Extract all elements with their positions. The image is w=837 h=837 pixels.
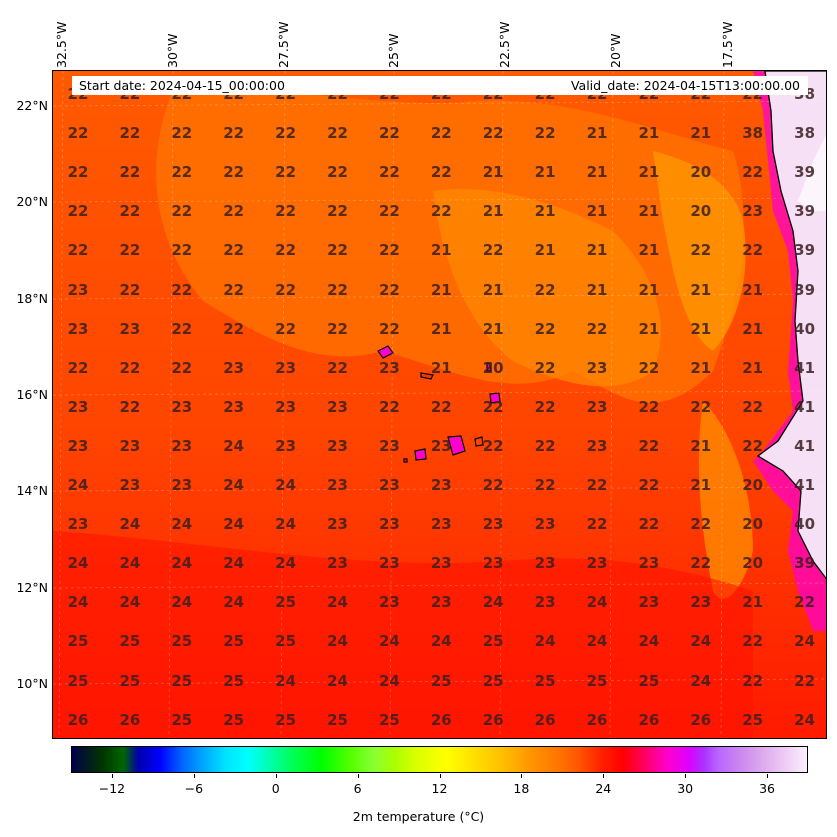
lat-label-22n: 22°N: [16, 98, 48, 113]
lat-label-14n: 14°N: [16, 483, 48, 498]
temperature-field: [53, 71, 826, 738]
colorbar: [71, 746, 808, 773]
lon-label-22-5w: 22.5°W: [497, 21, 512, 68]
cool-sea-patch-2: [433, 189, 661, 387]
colorbar-tick-label: 18: [513, 781, 530, 796]
colorbar-tick-label: −6: [184, 781, 204, 796]
lat-label-18n: 18°N: [16, 291, 48, 306]
colorbar-tick-mark: [685, 774, 687, 778]
colorbar-tick-label: −12: [98, 781, 126, 796]
cape-verde-islands: [377, 345, 501, 463]
colorbar-tick-mark: [767, 774, 769, 778]
colorbar-tick-mark: [275, 774, 277, 778]
colorbar-tick-mark: [439, 774, 441, 778]
lat-label-10n: 10°N: [16, 676, 48, 691]
colorbar-tick-mark: [521, 774, 523, 778]
lat-label-12n: 12°N: [16, 580, 48, 595]
colorbar-tick-mark: [193, 774, 195, 778]
info-bar: Start date: 2024-04-15_00:00:00 Valid_da…: [72, 76, 808, 95]
valid-date-label: Valid_date: 2024-04-15T13:00:00.00: [570, 78, 800, 93]
lon-label-32-5w: 32.5°W: [54, 21, 69, 68]
colorbar-tick-label: 12: [431, 781, 448, 796]
colorbar-tick-label: 36: [759, 781, 775, 796]
lon-label-30w: 30°W: [165, 33, 180, 68]
colorbar-tick-mark: [603, 774, 605, 778]
colorbar-title: 2m temperature (°C): [352, 809, 485, 824]
lat-label-16n: 16°N: [16, 387, 48, 402]
upwelling-patch: [653, 151, 746, 351]
lon-label-17-5w: 17.5°W: [720, 21, 735, 68]
colorbar-tick-label: 0: [271, 781, 280, 796]
lat-label-20n: 20°N: [16, 194, 48, 209]
lon-label-27-5w: 27.5°W: [276, 21, 291, 68]
colorbar-tick-mark: [111, 774, 113, 778]
colorbar-tick-label: 24: [595, 781, 612, 796]
hot-land-core: [798, 135, 826, 211]
upwelling-patch-2: [698, 401, 753, 599]
start-date-label: Start date: 2024-04-15_00:00:00: [79, 78, 285, 93]
lon-label-25w: 25°W: [386, 33, 401, 68]
colorbar-tick-mark: [357, 774, 359, 778]
lon-label-20w: 20°W: [608, 33, 623, 68]
colorbar-tick-label: 30: [677, 781, 694, 796]
warm-sea-band: [53, 531, 753, 738]
colorbar-tick-label: 6: [353, 781, 362, 796]
map-panel: [52, 70, 827, 739]
